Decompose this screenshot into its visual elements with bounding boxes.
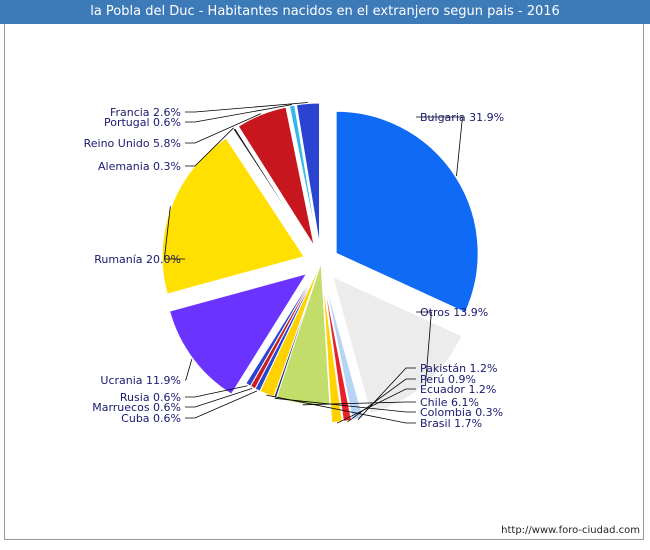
slice-label: Ucrania 11.9% [100, 374, 181, 387]
pie-slice-alemania [232, 127, 312, 249]
leader-line [185, 127, 234, 167]
leader-line [163, 206, 185, 260]
pie-slice-portugal [288, 104, 319, 246]
slice-label: Rumanía 20.0% [94, 253, 181, 266]
pie-slice-rusia [245, 262, 322, 387]
leader-line [416, 311, 432, 386]
pie-slice-pakist-n [324, 280, 364, 421]
slice-label: Ecuador 1.2% [420, 383, 496, 396]
slice-label: Cuba 0.6% [121, 412, 181, 425]
pie-slice-ecuador [322, 280, 343, 424]
pie-slice-bulgaria [335, 110, 479, 314]
slice-label: Pakistán 1.2% [420, 362, 498, 375]
slice-label: Brasil 1.7% [420, 417, 482, 430]
slice-label: Bulgaria 31.9% [420, 111, 504, 124]
slice-label: Alemania 0.3% [98, 160, 181, 173]
leader-line [185, 358, 193, 381]
slice-label: Marruecos 0.6% [92, 401, 181, 414]
leader-line [336, 388, 416, 424]
leader-line [274, 397, 416, 413]
chart-title: la Pobla del Duc - Habitantes nacidos en… [0, 0, 650, 24]
slice-label: Reino Unido 5.8% [84, 137, 181, 150]
leader-line [302, 401, 416, 406]
leader-line [185, 388, 253, 408]
slice-label: Otros 13.9% [420, 306, 488, 319]
leader-line [185, 102, 308, 113]
leader-line [416, 116, 463, 177]
pie-slice-otros [331, 275, 463, 415]
slice-label: Colombia 0.3% [420, 406, 503, 419]
pie-slice-reino-unido [237, 106, 315, 247]
leader-line [185, 390, 258, 419]
pie-slice-ucrania [168, 272, 308, 395]
source-url[interactable]: http://www.foro-ciudad.com [501, 525, 640, 536]
pie-slice-francia [295, 102, 321, 246]
slice-label: Francia 2.6% [110, 106, 181, 119]
slice-label: Perú 0.9% [420, 373, 476, 386]
leader-line [185, 113, 262, 144]
leader-line [185, 104, 292, 123]
pie-slice-per- [323, 280, 352, 422]
leader-line [347, 378, 416, 423]
slice-label: Rusia 0.6% [120, 391, 181, 404]
slice-label: Portugal 0.6% [104, 116, 181, 129]
leader-line [266, 394, 416, 424]
slice-label: Chile 6.1% [420, 396, 479, 409]
leader-line [185, 385, 248, 398]
